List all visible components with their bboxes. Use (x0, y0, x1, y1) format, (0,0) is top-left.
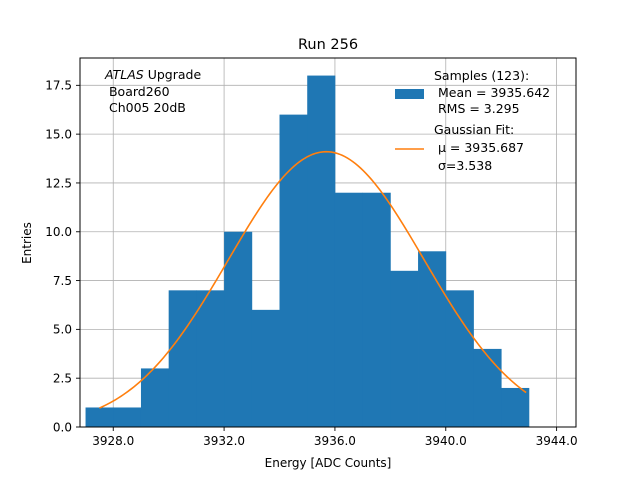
histogram-bar (362, 192, 391, 427)
histogram-bar (473, 348, 502, 427)
legend-fit-sigma: σ=3.538 (434, 158, 492, 173)
y-tick-label: 0.0 (53, 420, 72, 434)
y-axis-label: Entries (20, 222, 34, 264)
histogram-bar (140, 368, 170, 427)
gaussian-fit (99, 150, 527, 409)
histogram-bar (307, 75, 336, 428)
channel-label: Ch005 20dB (105, 100, 186, 115)
atlas-upgrade: Upgrade (144, 67, 202, 82)
x-tick-label: 3928.0 (92, 434, 134, 448)
histogram-bars (85, 75, 530, 428)
x-tick-label: 3932.0 (203, 434, 245, 448)
histogram-bar (418, 251, 447, 427)
histogram-bar (390, 270, 419, 427)
x-axis-ticks: 3928.0 3932.0 3936.0 3940.0 3944.0 (92, 427, 578, 448)
legend-samples-rms: RMS = 3.295 (434, 101, 520, 116)
legend-fit-mu: μ = 3935.687 (434, 140, 524, 155)
histogram-bar (196, 290, 225, 427)
y-tick-label: 17.5 (45, 79, 72, 93)
x-axis-label: Energy [ADC Counts] (265, 456, 392, 470)
board-label: Board260 (105, 84, 170, 99)
plot-frame (79, 57, 577, 428)
legend: Samples (123): Mean = 3935.642 RMS = 3.2… (395, 68, 550, 173)
legend-samples-swatch (395, 89, 424, 99)
legend-fit-header: Gaussian Fit: (434, 122, 514, 137)
histogram-bar (224, 231, 253, 427)
atlas-annotation: ATLAS Upgrade Board260 Ch005 20dB (104, 67, 201, 115)
histogram-bar (251, 309, 280, 427)
histogram-bar (501, 387, 530, 427)
histogram-bar (113, 407, 142, 427)
histogram-bar (85, 407, 114, 427)
legend-samples-header: Samples (123): (434, 68, 529, 83)
chart-title: Run 256 (298, 37, 358, 53)
y-tick-label: 12.5 (45, 176, 72, 190)
histogram-bar (279, 114, 308, 427)
y-tick-label: 15.0 (45, 127, 72, 141)
svg-text:ATLAS Upgrade: ATLAS Upgrade (104, 67, 201, 82)
x-tick-label: 3940.0 (425, 434, 467, 448)
y-tick-label: 2.5 (53, 371, 72, 385)
histogram-bar (334, 192, 364, 427)
gaussian-fit-curve (99, 150, 527, 409)
legend-samples-mean: Mean = 3935.642 (434, 85, 550, 100)
histogram-bar (168, 290, 197, 427)
y-axis-ticks: 0.0 2.5 5.0 7.5 10.0 12.5 15.0 17.5 (45, 79, 80, 434)
y-tick-label: 7.5 (53, 274, 72, 288)
y-tick-label: 5.0 (53, 323, 72, 337)
y-tick-label: 10.0 (45, 225, 72, 239)
x-tick-label: 3944.0 (536, 434, 578, 448)
atlas-italic: ATLAS (104, 67, 144, 82)
x-tick-label: 3936.0 (314, 434, 356, 448)
histogram-bar (445, 290, 474, 427)
